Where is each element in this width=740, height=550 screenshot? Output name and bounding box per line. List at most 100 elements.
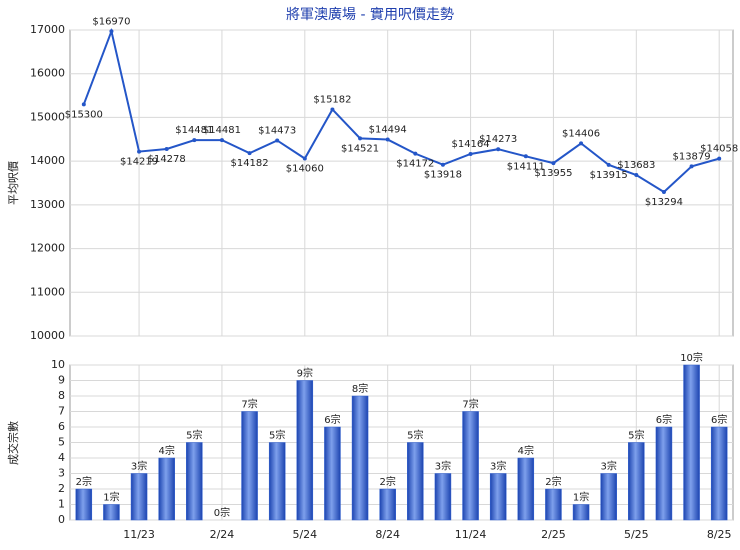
data-label: $14473 [258,125,296,136]
data-label: $14481 [203,125,241,136]
point [164,146,169,151]
data-label: 1宗 [573,491,589,504]
point [81,102,86,107]
point [551,161,556,166]
data-label: $16970 [92,16,130,27]
x-tick-label: 5/25 [624,528,649,541]
data-label: 8宗 [352,382,368,395]
x-tick-label: 5/24 [292,528,317,541]
data-label: $13294 [645,197,683,208]
data-label: 1宗 [103,491,119,504]
data-label: 9宗 [297,367,313,380]
y-tick-label: 1 [58,498,65,511]
data-label: $14164 [451,139,489,150]
data-label: $14058 [700,144,738,155]
x-tick-label: 8/24 [375,528,400,541]
data-label: 7宗 [462,398,478,411]
bar [489,473,507,521]
y-tick-label: 12000 [30,242,65,255]
data-label: $14219 [120,157,158,168]
data-label: 0宗 [214,506,230,519]
point [634,173,639,178]
point [440,162,445,167]
bar [628,442,645,521]
y-tick-label: 6 [58,420,65,433]
data-label: 5宗 [407,429,423,442]
bar [545,488,562,521]
y-tick-label: 10000 [30,329,65,342]
point [496,147,501,152]
point [385,137,390,142]
point [717,156,722,161]
data-label: 3宗 [131,460,147,473]
bar [241,411,258,521]
data-label: 5宗 [628,429,644,442]
data-label: $13879 [672,151,710,162]
y-tick-label: 15000 [30,110,65,123]
data-label: 6宗 [711,413,727,426]
y-tick-label: 3 [58,467,65,480]
bar [75,488,93,521]
y-tick-label: 0 [58,513,65,526]
plot-area [69,29,734,337]
data-label: $13955 [534,168,572,179]
data-label: 2宗 [380,475,396,488]
y-tick-label: 7 [58,405,65,418]
y-axis-label: 成交宗數 [6,421,20,465]
data-label: $14172 [396,159,434,170]
point [275,138,280,143]
bar [572,504,590,521]
point [523,154,528,159]
chart-title: 將軍澳廣場 - 實用呎價走勢 [286,6,454,23]
data-label: 6宗 [656,413,672,426]
bar [324,426,341,521]
data-label: $15182 [313,94,351,105]
x-tick-label: 8/25 [707,528,732,541]
y-tick-label: 8 [58,389,65,402]
data-label: 2宗 [76,475,92,488]
bar [462,411,479,521]
data-label: $15300 [65,109,103,120]
data-label: 6宗 [324,413,340,426]
data-label: 7宗 [241,398,257,411]
data-label: 3宗 [490,460,506,473]
data-label: 4宗 [518,444,534,457]
point [137,149,142,154]
y-tick-label: 5 [58,436,65,449]
data-label: $14521 [341,143,379,154]
data-label: $13915 [590,170,628,181]
point [661,190,666,195]
y-axis-label: 平均呎價 [6,161,20,205]
bar [379,488,396,521]
y-tick-label: 17000 [30,23,65,36]
bar [600,473,617,521]
y-tick-label: 9 [58,374,65,387]
point [330,107,335,112]
x-tick-label: 2/25 [541,528,566,541]
bar [186,442,203,521]
point [302,156,307,161]
data-label: $14481 [175,125,213,136]
data-label: $14406 [562,128,600,139]
x-tick-label: 11/23 [123,528,155,541]
y-tick-label: 13000 [30,198,65,211]
y-tick-label: 10 [51,358,65,371]
data-label: 10宗 [680,351,703,364]
bar [434,473,452,521]
data-label: $14182 [230,158,268,169]
point [579,141,584,146]
x-tick-label: 11/24 [455,528,487,541]
data-label: $14273 [479,134,517,145]
bar [268,442,286,521]
y-tick-label: 2 [58,482,65,495]
data-label: 5宗 [269,429,285,442]
point [468,151,473,156]
point [413,151,418,156]
bar [655,426,673,521]
bar [130,473,148,521]
point [689,164,694,169]
x-tick-label: 2/24 [210,528,235,541]
data-label: 2宗 [545,475,561,488]
y-tick-label: 11000 [30,285,65,298]
